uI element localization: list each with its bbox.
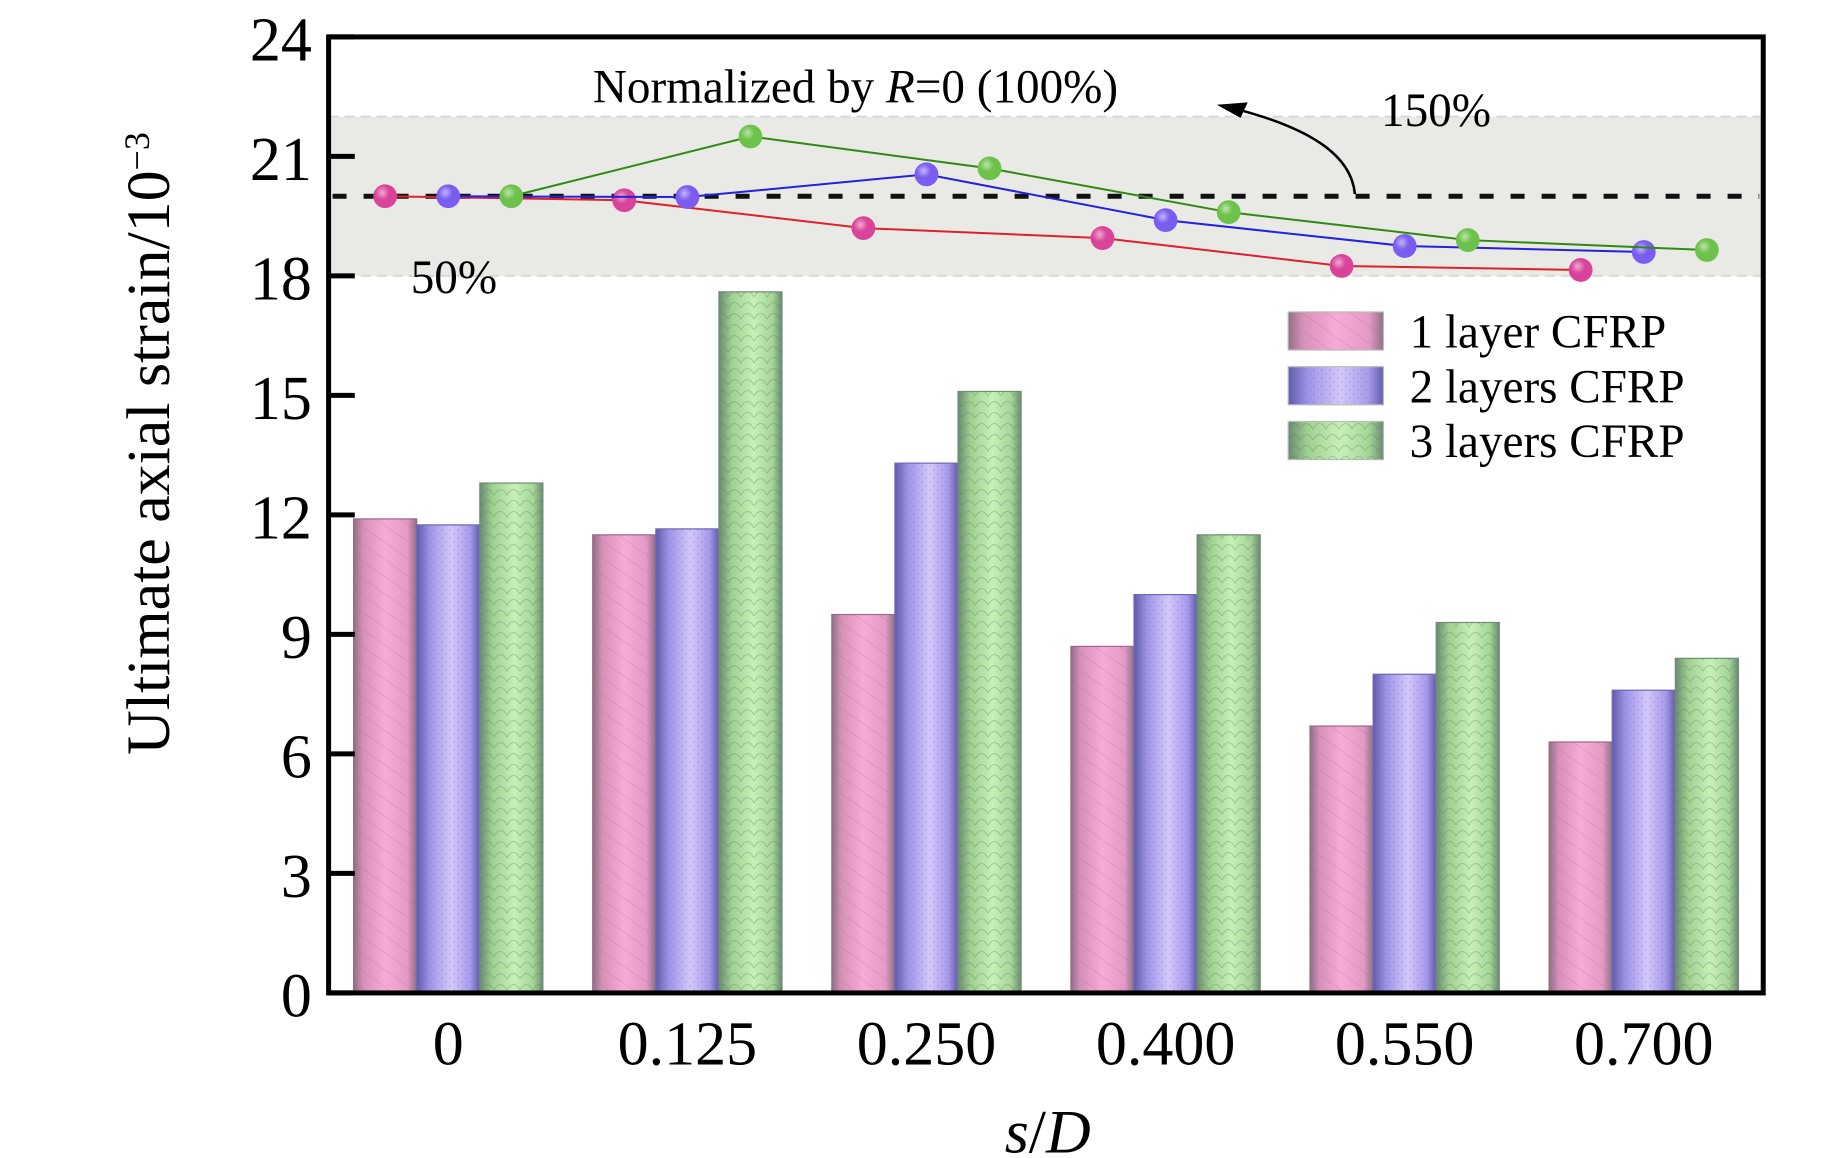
arrow-head-icon — [1216, 102, 1248, 118]
y-tick-label: 12 — [250, 485, 312, 553]
normalized-line-2 — [448, 173, 1644, 254]
line-marker-highlight — [499, 184, 524, 209]
x-tick-label: 0 — [433, 1010, 464, 1078]
x-tick-label: 0.250 — [857, 1010, 997, 1078]
lower-percent-label: 50% — [411, 252, 497, 304]
bar-texture — [718, 291, 783, 993]
legend-swatch-texture — [1288, 366, 1384, 405]
line-marker-highlight — [373, 184, 398, 209]
x-tick-label: 0.400 — [1096, 1010, 1236, 1078]
normalized-annotation: Normalized by R=0 (100%) — [593, 61, 1118, 113]
line-marker-highlight — [1568, 258, 1593, 282]
bar-texture — [1070, 646, 1135, 993]
x-axis-label-var1: s — [1005, 1098, 1029, 1158]
bar-texture — [416, 524, 480, 993]
legend-label-3: 3 layers CFRP — [1410, 416, 1685, 468]
line-marker-highlight — [1153, 208, 1178, 233]
x-axis-ticks: 0 0.125 0.250 0.400 0.550 0.700 — [433, 1010, 1714, 1078]
line-marker-highlight — [977, 156, 1002, 181]
y-tick-label: 18 — [250, 246, 312, 314]
bar-texture — [1436, 622, 1500, 993]
y-tick-label: 21 — [250, 126, 312, 194]
normalized-line-3 — [511, 135, 1707, 252]
bar-texture — [1310, 726, 1374, 993]
line-marker-highlight — [1392, 234, 1417, 258]
annotation-arrow — [1237, 108, 1357, 195]
line-marker-highlight — [1455, 228, 1480, 252]
normalized-annotation-suffix: =0 (100%) — [915, 61, 1118, 113]
y-axis-label-text: Ultimate axial strain/10 — [115, 170, 183, 754]
x-axis-label-sep: / — [1029, 1098, 1047, 1158]
bar-texture — [958, 391, 1022, 993]
x-axis-label-var2: D — [1045, 1098, 1091, 1158]
line-marker-highlight — [1631, 240, 1656, 264]
line-marker-highlight — [851, 216, 876, 241]
y-tick-label: 24 — [250, 7, 312, 75]
line-marker-highlight — [914, 162, 939, 187]
y-tick-label: 6 — [281, 724, 312, 792]
bar-texture — [479, 483, 543, 993]
legend-label-2: 2 layers CFRP — [1410, 361, 1685, 413]
y-axis-label: Ultimate axial strain/10−3 — [115, 132, 183, 755]
line-marker-highlight — [1090, 226, 1115, 250]
y-tick-label: 9 — [281, 604, 312, 672]
line-marker-highlight — [436, 184, 461, 209]
line-marker-highlight — [738, 124, 763, 149]
legend-swatch-texture — [1288, 421, 1384, 460]
legend-label-1: 1 layer CFRP — [1410, 307, 1667, 359]
normalized-lines — [373, 124, 1719, 282]
line-marker-highlight — [675, 185, 700, 209]
normalized-line-1 — [385, 195, 1581, 271]
line-marker-highlight — [1329, 254, 1354, 278]
bar-texture — [1197, 534, 1261, 993]
line-marker-highlight — [1216, 200, 1241, 225]
bar-texture — [1612, 690, 1676, 993]
bar-texture — [1134, 594, 1198, 993]
x-tick-label: 0.550 — [1335, 1010, 1475, 1078]
bar-texture — [655, 528, 719, 993]
bar-texture — [353, 518, 417, 993]
x-axis-label: s/D — [1005, 1098, 1091, 1158]
x-tick-label: 0.700 — [1574, 1010, 1714, 1078]
line-marker-highlight — [1694, 238, 1719, 262]
normalized-annotation-var: R — [885, 61, 915, 113]
x-tick-label: 0.125 — [618, 1010, 758, 1078]
bar-texture — [831, 614, 895, 993]
bar-texture — [1549, 741, 1613, 993]
line-marker-highlight — [612, 188, 637, 213]
y-tick-label: 0 — [281, 963, 312, 1031]
y-axis-label-exponent: −3 — [117, 132, 157, 170]
bar-texture — [1675, 658, 1739, 993]
y-axis-ticks: 0 3 6 9 12 15 18 21 24 — [250, 7, 355, 1031]
y-tick-label: 3 — [281, 843, 312, 911]
upper-percent-label: 150% — [1381, 85, 1491, 137]
normalized-annotation-prefix: Normalized by — [593, 61, 886, 113]
bar-texture — [1373, 674, 1437, 993]
legend-swatch-texture — [1288, 311, 1384, 351]
bars — [352, 291, 1740, 994]
bar-texture — [894, 463, 959, 993]
bar-texture — [592, 534, 656, 993]
y-tick-label: 15 — [250, 365, 312, 433]
